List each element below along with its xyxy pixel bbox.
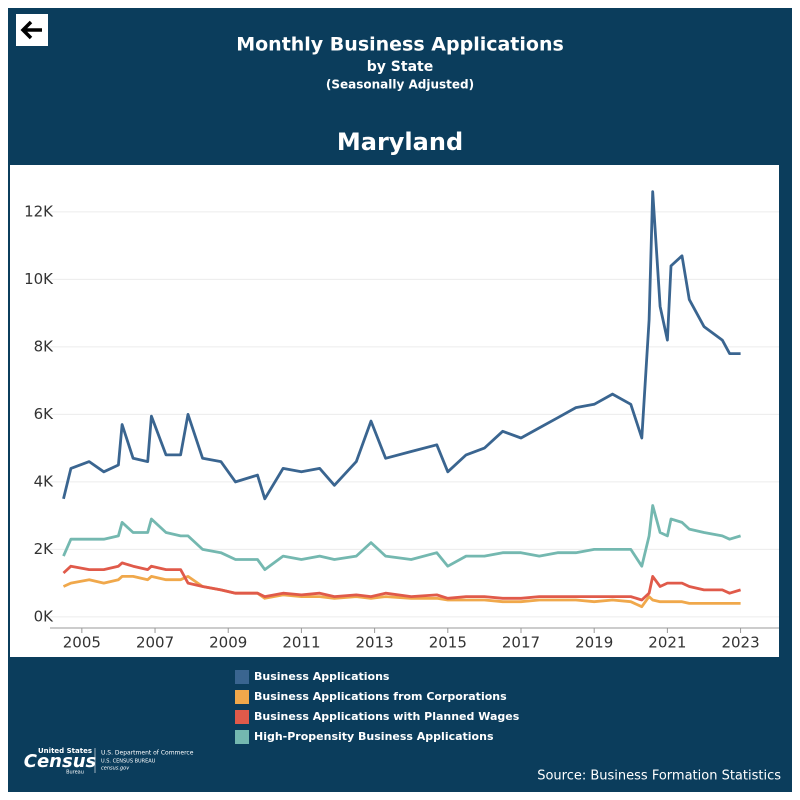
y-tick-label: 8K	[34, 337, 55, 355]
x-tick-label: 2009	[209, 634, 247, 652]
logo-bottom: Bureau	[66, 770, 84, 776]
subtitle: by State	[367, 59, 433, 75]
x-tick-label: 2017	[502, 634, 540, 652]
logo-line3: census.gov	[101, 766, 130, 772]
series-line	[62, 561, 742, 602]
x-tick-label: 2015	[429, 634, 467, 652]
back-button[interactable]	[16, 14, 48, 46]
logo-top: United States	[38, 747, 92, 755]
legend-swatch	[235, 670, 249, 684]
logo-line2: U.S. CENSUS BUREAU	[101, 759, 156, 765]
x-tick-label: 2005	[63, 634, 101, 652]
title: Monthly Business Applications	[236, 34, 564, 56]
plot: 0K 2K 4K 6K 8K 10K 12K 2005 2007 2009 2011 2013 2015…	[24, 190, 779, 652]
series-line	[62, 504, 742, 571]
y-tick-label: 6K	[34, 405, 55, 423]
legend: Business Applications Business Applicatio…	[235, 670, 520, 744]
x-tick-label: 2007	[136, 634, 174, 652]
note: (Seasonally Adjusted)	[326, 78, 474, 92]
back-arrow[interactable]	[20, 20, 42, 40]
legend-swatch	[235, 730, 249, 744]
x-tick-label: 2013	[356, 634, 394, 652]
x-tick-label: 2023	[721, 634, 759, 652]
source: Source: Business Formation Statistics	[537, 769, 781, 784]
census-logo: United States Census Bureau U.S. Departm…	[24, 747, 194, 776]
y-tick-label: 12K	[24, 202, 54, 220]
legend-label: Business Applications with Planned Wages	[254, 710, 520, 723]
state-name: Maryland	[337, 128, 463, 156]
logo-line1: U.S. Department of Commerce	[101, 750, 194, 757]
y-tick-label: 2K	[34, 540, 55, 558]
legend-label: High-Propensity Business Applications	[254, 730, 494, 743]
legend-label: Business Applications from Corporations	[254, 690, 507, 703]
y-tick-label: 10K	[24, 270, 54, 288]
plot-panel	[10, 165, 779, 657]
logo-name: Census	[24, 751, 97, 772]
x-tick-label: 2011	[282, 634, 320, 652]
x-tick-label: 2019	[575, 634, 613, 652]
x-tick-label: 2021	[648, 634, 686, 652]
legend-swatch	[235, 690, 249, 704]
y-tick-label: 0K	[34, 607, 55, 625]
legend-swatch	[235, 710, 249, 724]
series-line	[62, 190, 741, 501]
series-line	[62, 575, 741, 609]
legend-label: Business Applications	[254, 670, 390, 683]
y-tick-label: 4K	[34, 472, 55, 490]
